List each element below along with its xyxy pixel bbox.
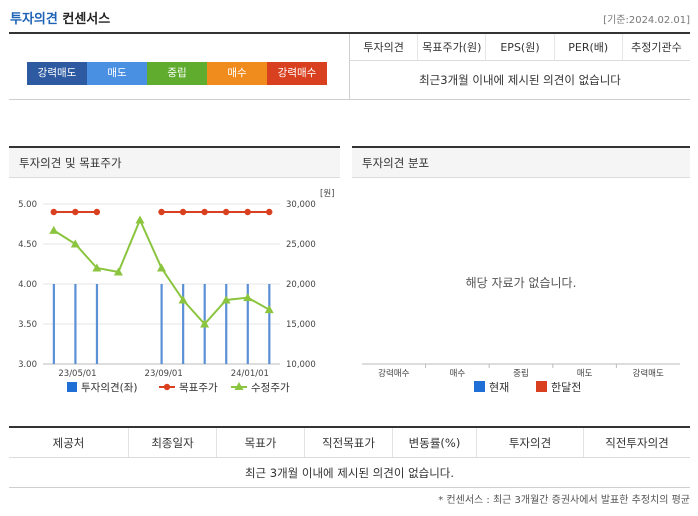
consensus-col-header: EPS(원)	[486, 34, 555, 60]
y-right-tick-label: 10,000	[286, 360, 316, 370]
footnote: * 컨센서스 : 최근 3개월간 증권사에서 발표한 추정치의 평균	[438, 495, 690, 506]
consensus-col-header: 목표주가(원)	[418, 34, 487, 60]
legend-label: 한달전	[551, 381, 581, 394]
distribution-empty-message: 해당 자료가 없습니다.	[466, 276, 577, 290]
consensus-col-header: 추정기관수	[631, 41, 682, 54]
distribution-category-label: 강력매도	[633, 368, 664, 379]
broker-col-header: 직전목표가	[305, 428, 393, 457]
series-point	[178, 295, 188, 304]
page-title-main: 투자의견	[10, 12, 58, 27]
distribution-category-label: 매도	[577, 369, 593, 379]
legend-line-swatch	[234, 382, 244, 390]
series-point	[158, 208, 165, 216]
opinion-scale-item: 중립	[147, 62, 207, 85]
y-left-tick-label: 4.50	[18, 240, 37, 250]
distribution-category-label: 강력매수	[378, 368, 409, 379]
base-date: [기준:2024.02.01]	[603, 15, 690, 26]
opinion-price-chart: 5.00 4.50 4.00 3.50 3.00 30,000 25,000 20,000 15…	[18, 189, 334, 394]
series-point	[201, 208, 208, 216]
x-tick-label: 23/09/01	[145, 369, 183, 379]
legend-label: 현재	[489, 381, 509, 394]
series-point	[92, 263, 102, 272]
opinion-bar	[182, 284, 185, 364]
page-title: 투자의견 컨센서스	[10, 8, 110, 27]
series-point	[221, 295, 231, 304]
opinion-scale-item: 강력매도	[27, 62, 87, 85]
y-left-tick-label: 4.00	[18, 280, 37, 290]
y-left-tick-label: 3.50	[18, 320, 37, 330]
opinion-scale-item: 강력매수	[267, 62, 327, 85]
x-tick-label: 23/05/01	[58, 369, 96, 379]
series-point	[157, 263, 166, 272]
opinion-scale: 강력매도 매도 중립 매수 강력매수	[27, 62, 327, 85]
series-point	[49, 225, 59, 234]
legend-line-swatch	[163, 383, 171, 391]
consensus-table: 투자의견 목표주가(원) EPS(원) PER(배) 추정기관수 최근3개월 이내에 제…	[349, 34, 690, 100]
opinion-bar	[95, 284, 99, 364]
series-point	[50, 208, 57, 216]
opinion-scale-item: 매수	[207, 62, 267, 85]
broker-table-header: 제공처 최종일자 목표가 직전목표가 변동률(%) 투자의견 직전투자의견	[9, 428, 690, 458]
broker-empty-message: 최근 3개월 이내에 제시된 의견이 없습니다.	[244, 466, 455, 480]
opinion-scale-item: 매도	[87, 62, 147, 85]
legend-bar-swatch	[67, 382, 77, 392]
series-point	[244, 208, 251, 216]
y-right-tick-label: 15,000	[286, 320, 316, 330]
y-left-tick-label: 5.00	[18, 200, 37, 210]
broker-col-header: 투자의견	[477, 428, 584, 457]
series-point	[70, 239, 80, 248]
legend-swatch	[536, 381, 547, 392]
opinion-bar	[160, 284, 163, 364]
opinion-bar	[74, 284, 77, 364]
opinion-bar	[268, 284, 271, 364]
broker-col-header: 목표가	[217, 428, 305, 457]
distribution-category-label: 매수	[450, 369, 466, 379]
consensus-table-header: 투자의견 목표주가(원) EPS(원) PER(배) 추정기관수	[350, 34, 690, 61]
series-point	[243, 293, 253, 302]
series-point	[113, 267, 123, 276]
series-point	[264, 305, 274, 314]
legend-swatch	[474, 381, 485, 392]
series-point	[179, 208, 187, 216]
y-right-tick-label: 25,000	[286, 240, 316, 250]
opinion-price-title: 투자의견 및 목표주가	[9, 146, 340, 178]
consensus-col-header: PER(배)	[555, 34, 623, 60]
series-point	[222, 208, 230, 216]
legend-label: 목표주가	[179, 382, 218, 394]
series-point	[93, 208, 101, 216]
broker-col-header: 제공처	[9, 428, 129, 457]
y-right-tick-label: 30,000	[286, 200, 316, 210]
broker-col-header: 직전투자의견	[605, 436, 669, 450]
distribution-title: 투자의견 분포	[352, 146, 690, 178]
consensus-col-header: 투자의견	[350, 34, 419, 60]
y-left-tick-label: 3.00	[18, 360, 37, 370]
page-title-sub: 컨센서스	[62, 12, 111, 27]
broker-table: 제공처 최종일자 목표가 직전목표가 변동률(%) 투자의견 직전투자의견 최근 3개월 이…	[9, 426, 690, 488]
opinion-bar	[225, 284, 228, 364]
legend-label: 투자의견(좌)	[81, 382, 138, 394]
broker-col-header: 변동률(%)	[393, 428, 477, 457]
series-point	[266, 208, 273, 216]
consensus-empty-message: 최근3개월 이내에 제시된 의견이 없습니다	[419, 73, 621, 87]
y-right-tick-label: 20,000	[286, 280, 316, 290]
series-point	[200, 319, 210, 328]
opinion-bar	[246, 284, 249, 364]
opinion-bar	[52, 284, 55, 364]
broker-col-header: 최종일자	[129, 428, 217, 457]
y-right-unit-label: [원]	[320, 189, 334, 199]
opinion-price-panel: 투자의견 및 목표주가 5.00 4.50 4.00 3.50 3.00 30,000 25…	[9, 146, 340, 399]
x-tick-label: 24/01/01	[231, 369, 269, 379]
series-point	[72, 208, 79, 216]
distribution-category-label: 중립	[513, 369, 529, 379]
legend-label: 수정주가	[251, 382, 290, 394]
consensus-section: 강력매도 매도 중립 매수 강력매수 투자의견 목표주가(원) EPS(원) PER(배) 추정…	[9, 32, 690, 100]
series-point	[135, 215, 145, 224]
